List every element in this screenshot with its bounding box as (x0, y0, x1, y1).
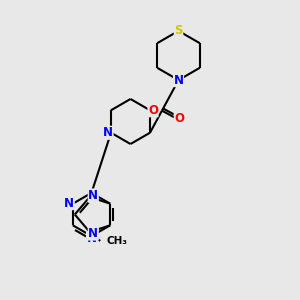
Text: N: N (173, 74, 184, 87)
Text: N: N (88, 189, 98, 202)
Text: CH₃: CH₃ (106, 236, 127, 246)
Text: N: N (88, 227, 98, 240)
Text: N: N (64, 196, 74, 210)
Text: O: O (148, 104, 158, 117)
Text: N: N (103, 126, 113, 139)
Text: S: S (174, 24, 183, 38)
Text: N: N (86, 232, 97, 245)
Text: O: O (174, 112, 184, 124)
